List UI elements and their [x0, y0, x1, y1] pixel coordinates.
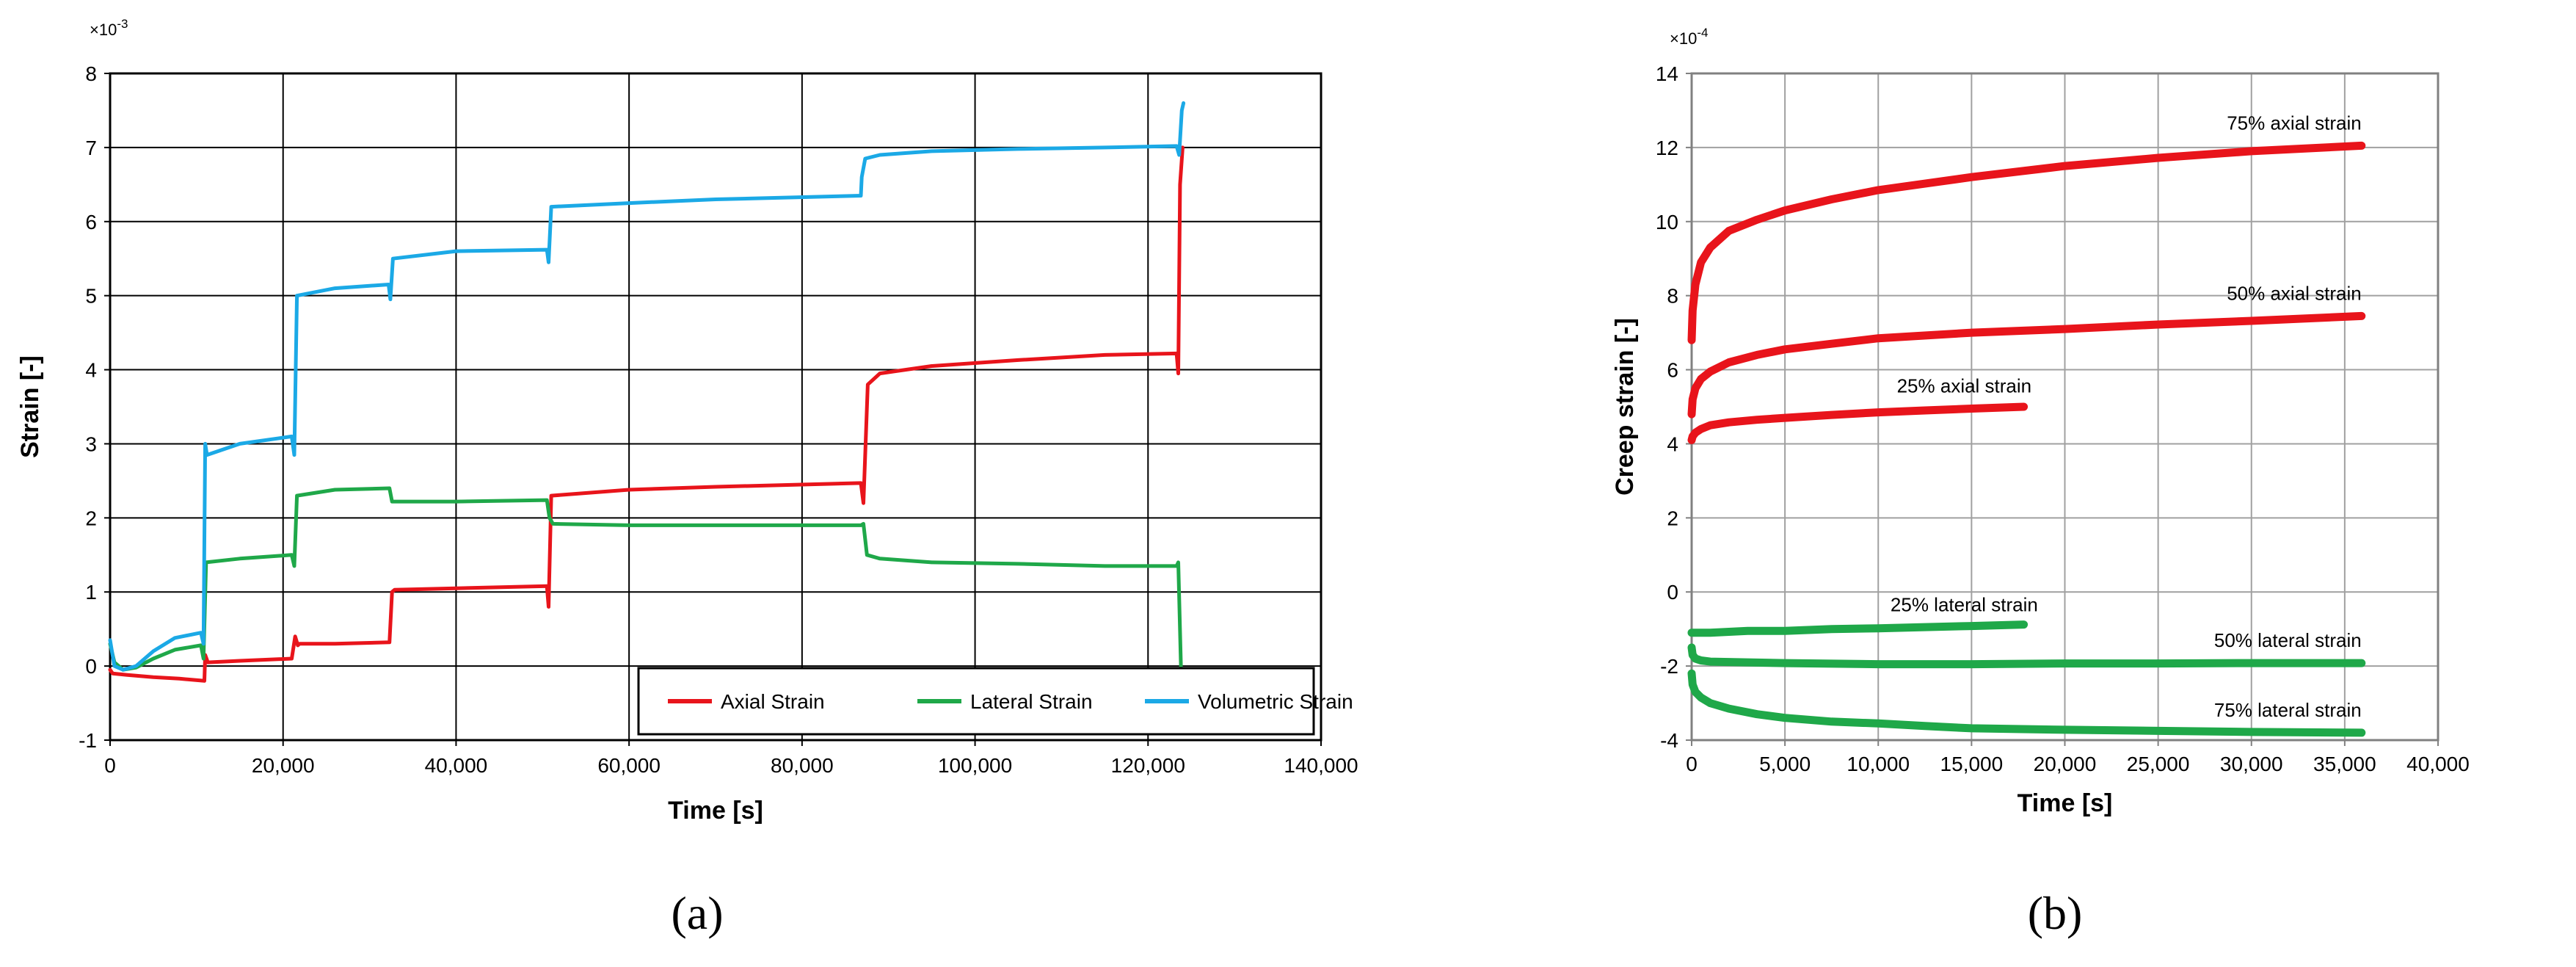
y-tick-label: 6	[85, 211, 97, 233]
y-axis-title: Creep strain [-]	[1611, 318, 1639, 496]
y-axis-multiplier: ×10-3	[90, 17, 128, 39]
legend-label-1: Axial Strain	[721, 690, 825, 713]
series-line-3	[1687, 402, 2029, 444]
y-tick-label: 14	[1656, 62, 1678, 85]
panel-b-chart: 0 5,000 10,000 15,000 20,000 25,000 30,000 35,0…	[1611, 26, 2470, 939]
y-tick-label: 7	[85, 137, 97, 159]
series-annotation-6: 75% lateral strain	[2214, 699, 2362, 721]
y-multiplier-exponent: -3	[117, 17, 128, 31]
series-annotation-2: 50% axial strain	[2227, 282, 2362, 304]
series-line-3	[108, 101, 1186, 672]
x-tick-label: 0	[104, 754, 116, 777]
y-tick-label: 4	[1667, 432, 1678, 455]
legend: Axial Strain Lateral Strain Volumetric Str…	[637, 667, 1353, 736]
series-annotation-3: 25% axial strain	[1897, 375, 2032, 397]
x-tick-label: 60,000	[597, 754, 661, 777]
y-tick-label: -2	[1660, 655, 1678, 678]
y-tick-label: 12	[1656, 137, 1678, 159]
y-tick-label: 2	[1667, 507, 1678, 529]
panel-label: (b)	[2028, 887, 2083, 939]
legend-label-2: Lateral Strain	[970, 690, 1093, 713]
y-multiplier-base: ×10	[90, 21, 117, 39]
y-tick-label: 0	[85, 655, 97, 678]
y-axis-title: Strain [-]	[16, 355, 44, 458]
series-line-1	[108, 145, 1185, 683]
x-tick-label: 40,000	[425, 754, 488, 777]
series-annotation-4: 25% lateral strain	[1891, 594, 2038, 616]
y-tick-label: -4	[1660, 729, 1678, 752]
x-axis-title: Time [s]	[2017, 789, 2113, 817]
y-tick-label: -1	[79, 729, 97, 752]
y-tick-label: 1	[85, 581, 97, 604]
y-multiplier-exponent: -4	[1697, 26, 1708, 40]
x-tick-label: 40,000	[2406, 753, 2470, 775]
plot-border	[109, 72, 1322, 742]
series-line-1	[1687, 141, 2366, 344]
series-line-4	[1687, 620, 2029, 637]
series-line-2	[1687, 311, 2366, 419]
series-annotation-5: 50% lateral strain	[2214, 629, 2362, 651]
x-tick-label: 20,000	[2034, 753, 2097, 775]
series-line-2	[108, 486, 1183, 672]
series-line-5	[1687, 643, 2366, 669]
x-tick-label: 0	[1686, 753, 1698, 775]
y-tick-label: 0	[1667, 581, 1678, 604]
x-tick-label: 5,000	[1759, 753, 1811, 775]
x-tick-label: 30,000	[2220, 753, 2283, 775]
x-tick-label: 120,000	[1111, 754, 1185, 777]
x-tick-label: 15,000	[1940, 753, 2004, 775]
series-line-6	[1687, 669, 2366, 737]
y-tick-label: 4	[85, 359, 97, 382]
x-tick-label: 140,000	[1284, 754, 1358, 777]
y-tick-label: 3	[85, 432, 97, 455]
x-tick-label: 100,000	[938, 754, 1012, 777]
panel-a-chart: 0 20,000 40,000 60,000 80,000 100,000 120,000 1…	[16, 17, 1358, 939]
y-tick-label: 5	[85, 285, 97, 308]
y-tick-label: 8	[85, 62, 97, 85]
y-tick-label: 8	[1667, 285, 1678, 308]
x-axis-title: Time [s]	[668, 797, 763, 825]
series-annotation-1: 75% axial strain	[2227, 112, 2362, 134]
x-tick-label: 80,000	[771, 754, 834, 777]
y-axis-multiplier: ×10-4	[1670, 26, 1708, 48]
y-tick-label: 2	[85, 507, 97, 529]
x-tick-label: 25,000	[2127, 753, 2190, 775]
legend-box	[637, 667, 1315, 736]
y-multiplier-base: ×10	[1670, 29, 1697, 48]
panel-label: (a)	[671, 887, 723, 939]
x-tick-label: 20,000	[252, 754, 315, 777]
y-tick-label: 6	[1667, 359, 1678, 382]
y-tick-label: 10	[1656, 211, 1678, 233]
x-tick-label: 10,000	[1847, 753, 1910, 775]
x-tick-label: 35,000	[2313, 753, 2376, 775]
legend-label-3: Volumetric Strain	[1198, 690, 1353, 713]
